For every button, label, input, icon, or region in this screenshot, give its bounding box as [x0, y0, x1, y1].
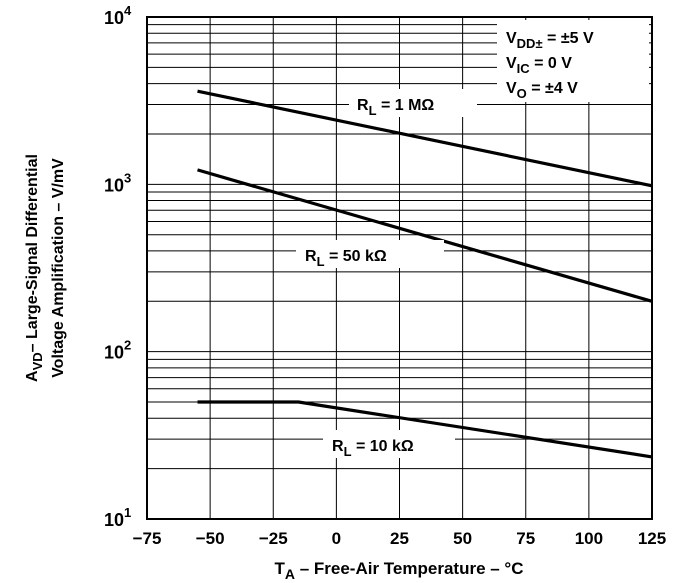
y-tick-labels: 101 102 103 104 [104, 3, 132, 530]
series-line-2 [197, 400, 653, 459]
condition-vdd: VDD± = ±5 V [506, 30, 594, 51]
series-label-bg-10kohm [323, 430, 455, 458]
y-tick-label: 104 [104, 3, 132, 28]
series-label-bg-1mohm [349, 89, 477, 117]
series-lines [197, 89, 653, 459]
x-tick-labels: −75 −50 −25 0 25 50 75 100 125 [133, 529, 667, 548]
condition-vic: VIC = 0 V [506, 55, 572, 76]
x-tick-label: −75 [133, 529, 162, 548]
x-tick-label: 0 [332, 529, 341, 548]
series-line-0 [197, 89, 653, 188]
plot-frame [146, 16, 653, 520]
series-label-10kohm: RL = 10 kΩ [332, 438, 414, 459]
y-tick-label: 103 [104, 170, 131, 195]
conditions-bg [497, 20, 649, 102]
x-tick-label: 25 [390, 529, 409, 548]
series-label-50kohm: RL = 50 kΩ [305, 248, 387, 269]
y-axis-label-line1: AVD– Large-Signal Differential [24, 154, 45, 382]
x-tick-label: 75 [516, 529, 535, 548]
condition-vo: VO = ±4 V [506, 80, 578, 101]
series-label-bg-50kohm [296, 240, 444, 268]
series-label-1mohm: RL = 1 MΩ [357, 97, 434, 118]
x-tick-label: 50 [453, 529, 472, 548]
y-axis-label-line2: Voltage Amplification – V/mV [50, 158, 67, 378]
y-tick-label: 101 [104, 505, 131, 530]
x-tick-label: −25 [259, 529, 288, 548]
x-tick-label: 100 [575, 529, 603, 548]
x-axis-label: TA – Free-Air Temperature – °C [274, 559, 523, 582]
y-tick-label: 102 [104, 338, 131, 363]
series-line-1 [197, 168, 653, 303]
x-tick-label: 125 [638, 529, 666, 548]
x-tick-label: −50 [196, 529, 225, 548]
